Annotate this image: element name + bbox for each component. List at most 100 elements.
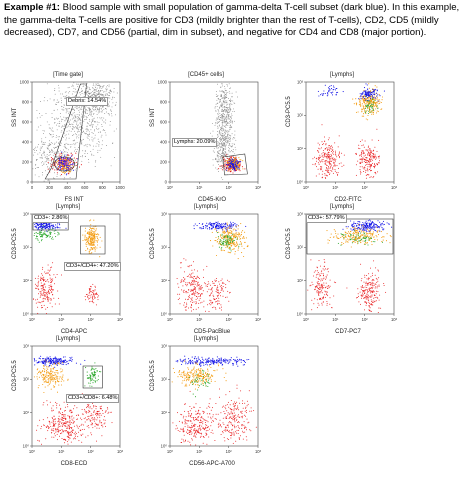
gate-label-cd3-cd4: CD3+/CD4+: 47.20% (64, 262, 121, 271)
x-tick-label: 10³ (255, 185, 262, 190)
y-tick-label: 10¹ (297, 278, 304, 283)
cd3-cd4-gate (80, 225, 106, 255)
y-tick-label: 200 (160, 159, 168, 164)
x-axis-label: CD7-PC7 (335, 329, 361, 335)
panel-title: [Lymphs] (329, 72, 355, 78)
x-tick-label: 10⁰ (167, 185, 174, 190)
y-tick-label: 600 (22, 119, 30, 124)
y-axis-label: CD3-PC5.5 (150, 228, 156, 259)
x-tick-label: 10² (88, 317, 95, 322)
x-tick-label: 10⁰ (303, 185, 310, 190)
x-tick-label: 200 (46, 185, 54, 190)
x-tick-label: 10² (362, 317, 369, 322)
plot-panel-cd8-cd3: [Lymphs] 10⁰ 10¹ 10² 10³ 10³ 10² 10¹ 10⁰ CD3-PC… (12, 336, 124, 468)
y-tick-label: 10³ (23, 343, 30, 348)
y-tick-label: 400 (160, 139, 168, 144)
y-tick-label: 10¹ (161, 410, 168, 415)
plot-panel-cd2-cd3: [Lymphs] 10⁰ 10¹ 10² 10³ 10³ 10² 10¹ 10⁰ CD3-PC… (286, 72, 398, 204)
plot-frame (305, 213, 395, 315)
x-tick-label: 10¹ (58, 449, 65, 454)
y-tick-label: 10⁰ (23, 443, 30, 448)
panel-title: [Lymphs] (55, 336, 81, 342)
y-tick-label: 0 (165, 179, 168, 184)
y-tick-label: 10⁰ (297, 311, 304, 316)
x-tick-label: 10¹ (196, 317, 203, 322)
scatter-plot: 10⁰ 10¹ 10² 10³ 10³ 10² 10¹ 10⁰ (161, 343, 262, 454)
x-tick-label: 400 (64, 185, 72, 190)
y-tick-label: 1000 (158, 79, 168, 84)
cell-population (33, 359, 69, 394)
x-tick-label: 10¹ (196, 449, 203, 454)
cell-population (32, 118, 86, 182)
x-tick-label: 10¹ (332, 185, 339, 190)
y-tick-label: 400 (22, 139, 30, 144)
y-axis-label: SS INT (12, 107, 18, 127)
lymph-gate (54, 156, 75, 172)
cell-population (193, 221, 247, 232)
x-tick-label: 0 (31, 185, 34, 190)
x-tick-label: 10³ (391, 317, 398, 322)
y-tick-label: 10³ (161, 211, 168, 216)
cell-population (72, 393, 113, 438)
y-tick-label: 10² (23, 377, 30, 382)
cell-population (60, 157, 74, 169)
x-tick-label: 10² (226, 449, 233, 454)
x-tick-label: 10³ (117, 449, 124, 454)
y-tick-label: 10¹ (23, 410, 30, 415)
debris-gate (44, 83, 87, 180)
x-tick-label: 10⁰ (303, 317, 310, 322)
y-tick-label: 10² (161, 377, 168, 382)
cell-population (210, 83, 238, 176)
y-tick-label: 0 (27, 179, 30, 184)
cell-population (364, 96, 379, 115)
cell-population (210, 384, 257, 444)
y-tick-label: 10⁰ (161, 311, 168, 316)
cell-population (337, 230, 384, 246)
scatter-plot: 10⁰ 10¹ 10² 10³ 1000 800 600 400 200 0 (158, 79, 262, 190)
cell-population (317, 84, 344, 97)
y-tick-label: 200 (22, 159, 30, 164)
y-tick-label: 10² (23, 245, 30, 250)
cell-population (312, 124, 345, 179)
y-axis-label: SS INT (150, 107, 156, 127)
panel-title: [CD45+ cells] (188, 72, 224, 78)
plot-panel-cd56-cd3: [Lymphs] 10⁰ 10¹ 10² 10³ 10³ 10² 10¹ 10⁰ CD3-PC… (150, 336, 262, 468)
x-axis-label: CD56-APC-A700 (189, 461, 235, 467)
x-tick-label: 10⁰ (29, 449, 36, 454)
y-tick-label: 10³ (297, 79, 304, 84)
y-axis-label: CD3-PC5.5 (12, 360, 18, 391)
cell-population (355, 128, 380, 179)
plot-frame (169, 81, 259, 183)
x-axis-label: CD45-KrO (197, 197, 226, 203)
x-tick-label: 10³ (255, 449, 262, 454)
x-tick-label: 10² (226, 317, 233, 322)
cell-population (84, 362, 102, 387)
cell-population (84, 283, 100, 306)
x-tick-label: 10¹ (58, 317, 65, 322)
y-tick-label: 10¹ (23, 278, 30, 283)
scatter-plot: 0 200 400 600 800 1000 1000 800 600 400 200 0 (20, 79, 126, 190)
cell-population (176, 258, 213, 312)
x-axis-label: CD8-ECD (60, 461, 88, 467)
cell-population (32, 262, 62, 314)
y-tick-label: 10² (297, 113, 304, 118)
y-tick-label: 800 (160, 99, 168, 104)
y-tick-label: 1000 (20, 79, 30, 84)
y-tick-label: 10³ (23, 211, 30, 216)
x-axis-label: CD5-PacBlue (193, 329, 231, 335)
x-axis-label: CD4-APC (60, 329, 88, 335)
plot-panel-cd5-cd3: [Lymphs] 10⁰ 10¹ 10² 10³ 10³ 10² 10¹ 10⁰ CD3-PC… (150, 204, 262, 336)
cell-population (346, 260, 387, 313)
y-tick-label: 10⁰ (297, 179, 304, 184)
y-tick-label: 600 (160, 119, 168, 124)
cell-population (216, 232, 241, 252)
scatter-plot: 10⁰ 10¹ 10² 10³ 10³ 10² 10¹ 10⁰ (161, 211, 262, 322)
cell-population (205, 278, 231, 312)
x-axis-label: FS INT (64, 197, 84, 203)
x-tick-label: 10² (362, 185, 369, 190)
y-tick-label: 10² (161, 245, 168, 250)
plot-panel-cd45-ss: [CD45+ cells] 10⁰ 10¹ 10² 10³ 1000 800 600 400 2… (150, 72, 262, 204)
y-axis-label: CD3-PC5.5 (150, 360, 156, 391)
x-tick-label: 10¹ (332, 317, 339, 322)
lymph-gate (222, 153, 248, 176)
